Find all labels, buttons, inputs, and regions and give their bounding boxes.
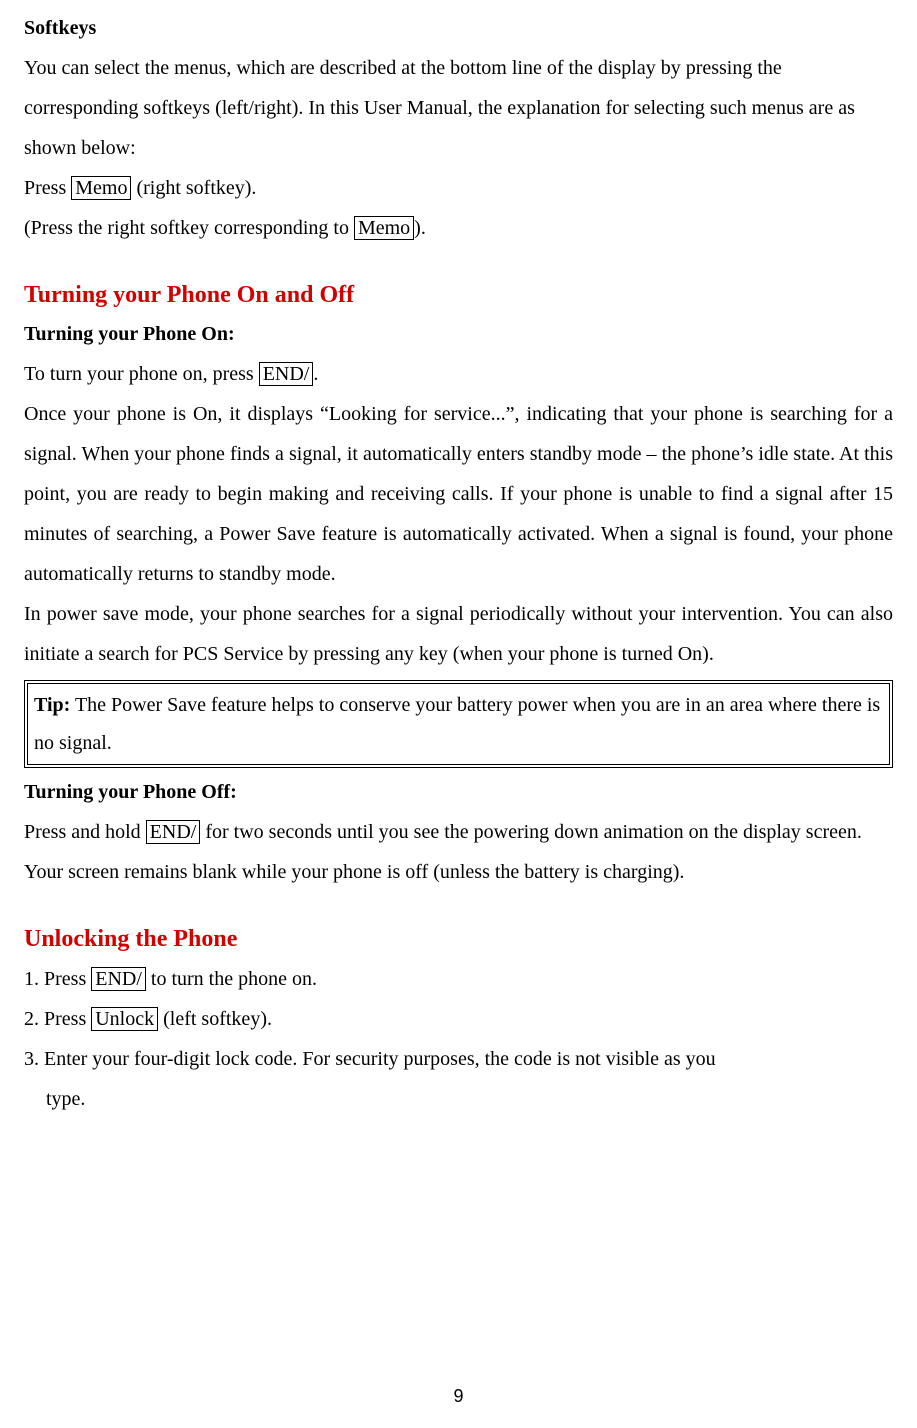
page: Softkeys You can select the menus, which… xyxy=(0,0,917,1428)
s2-b: (left softkey). xyxy=(158,1008,272,1030)
turning-off-p2: Your screen remains blank while your pho… xyxy=(24,852,893,892)
s1-b: to turn the phone on. xyxy=(146,968,317,990)
s2-box: Unlock xyxy=(91,1007,158,1031)
s1-a: 1. Press xyxy=(24,968,91,990)
tip-body: The Power Save feature helps to conserve… xyxy=(34,694,880,754)
unlock-heading: Unlocking the Phone xyxy=(24,920,893,958)
paren-b: ). xyxy=(414,217,426,239)
page-number: 9 xyxy=(0,1378,917,1414)
s2-a: 2. Press xyxy=(24,1008,91,1030)
unlock-step-3-line1: 3. Enter your four-digit lock code. For … xyxy=(24,1039,893,1079)
softkeys-p1: You can select the menus, which are desc… xyxy=(24,48,893,168)
unlock-step-2: 2. Press Unlock (left softkey). xyxy=(24,999,893,1039)
turning-on-p2: Once your phone is On, it displays “Look… xyxy=(24,394,893,594)
press-after: (right softkey). xyxy=(131,177,256,199)
off-p1-a: Press and hold xyxy=(24,821,146,843)
turning-off-p1: Press and hold END/ for two seconds unti… xyxy=(24,812,893,852)
unlock-step-3-line2: type. xyxy=(24,1079,893,1119)
tip-box: Tip: The Power Save feature helps to con… xyxy=(24,680,893,768)
turning-on-p3: In power save mode, your phone searches … xyxy=(24,594,893,674)
on-p1-box: END/ xyxy=(259,362,314,386)
off-p1-box: END/ xyxy=(146,820,201,844)
softkeys-press-line: Press Memo (right softkey). xyxy=(24,168,893,208)
softkeys-paren-line: (Press the right softkey corresponding t… xyxy=(24,208,893,248)
paren-memo-box: Memo xyxy=(354,216,414,240)
memo-box: Memo xyxy=(71,176,131,200)
turning-off-heading: Turning your Phone Off: xyxy=(24,772,893,812)
turning-heading: Turning your Phone On and Off xyxy=(24,276,893,314)
off-p1-b: for two seconds until you see the poweri… xyxy=(200,821,862,843)
turning-on-p1: To turn your phone on, press END/. xyxy=(24,354,893,394)
softkeys-heading: Softkeys xyxy=(24,8,893,48)
tip-label: Tip: xyxy=(34,694,70,716)
on-p1-a: To turn your phone on, press xyxy=(24,363,259,385)
s1-box: END/ xyxy=(91,967,146,991)
turning-on-heading: Turning your Phone On: xyxy=(24,314,893,354)
unlock-step-1: 1. Press END/ to turn the phone on. xyxy=(24,959,893,999)
press-label: Press xyxy=(24,177,71,199)
paren-a: (Press the right softkey corresponding t… xyxy=(24,217,354,239)
on-p1-b: . xyxy=(313,363,318,385)
